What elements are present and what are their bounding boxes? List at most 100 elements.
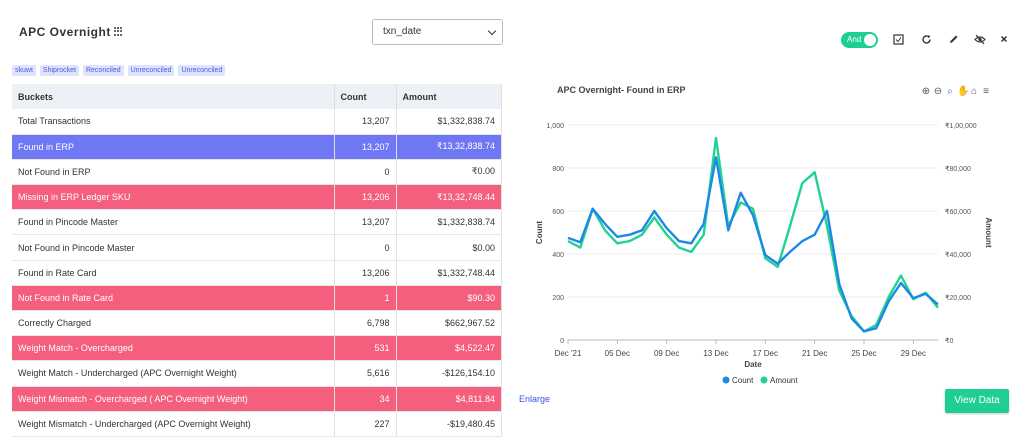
table-row[interactable]: Weight Mismatch - Overcharged ( APC Over… — [12, 386, 502, 412]
edit-icon[interactable] — [947, 34, 959, 46]
date-field-value: txn_date — [383, 26, 422, 37]
filter-tag[interactable]: Unreconciled — [127, 65, 175, 76]
toggle-knob — [864, 34, 876, 46]
table-row[interactable]: Weight Match - Overcharged 531 $4,522.47 — [12, 335, 502, 362]
table-row[interactable]: Not Found in ERP 0 ₹0.00 — [12, 159, 502, 186]
table-row[interactable]: Missing in ERP Ledger SKU 13,206 ₹13,32,74… — [12, 184, 502, 211]
zoom-select-icon[interactable]: ⌕ — [947, 86, 953, 97]
y-left-tick-label: 400 — [552, 252, 564, 259]
toggle-label: And — [847, 35, 862, 44]
line-chart: 0 ₹0 200 ₹20,000 400 ₹40,000 600 ₹60,000 800 ₹80,… — [535, 122, 993, 385]
y-right-tick-label: ₹0 — [945, 337, 953, 345]
y-right-axis-title: Amount — [984, 217, 993, 248]
count-cell: 227 — [334, 411, 397, 437]
x-tick-label: 13 Dec — [703, 349, 728, 358]
legend-marker-amount — [760, 376, 768, 384]
bucket-cell: Weight Mismatch - Overcharged ( APC Over… — [12, 386, 335, 412]
date-field-select[interactable]: txn_date — [372, 19, 503, 45]
table-body: Total Transactions 13,207 $1,332,838.74 Fou… — [12, 109, 502, 437]
y-right-tick-label: ₹40,000 — [945, 251, 971, 259]
amount-cell: -$126,154.10 — [396, 360, 502, 387]
y-left-tick-label: 0 — [560, 338, 564, 345]
count-cell: 13,207 — [334, 134, 397, 160]
table-row[interactable]: Weight Match - Undercharged (APC Overnig… — [12, 360, 502, 387]
zoom-out-icon[interactable]: ⊖ — [933, 86, 943, 97]
amount-cell: $1,332,838.74 — [396, 109, 502, 135]
enlarge-link[interactable]: Enlarge — [519, 394, 551, 404]
table-row[interactable]: Not Found in Rate Card 1 $90.30 — [12, 285, 502, 312]
count-cell: 34 — [334, 386, 397, 412]
table-row[interactable]: Found in ERP 13,207 ₹13,32,838.74 — [12, 134, 502, 160]
column-header-buckets[interactable]: Buckets — [12, 84, 335, 109]
refresh-icon[interactable] — [920, 34, 932, 46]
x-tick-label: Dec '21 — [555, 349, 582, 358]
table-row[interactable]: Found in Rate Card 13,206 $1,332,748.44 — [12, 260, 502, 286]
count-cell: 5,616 — [334, 360, 397, 387]
bucket-cell: Found in ERP — [12, 134, 335, 160]
page-title: APC Overnight — [19, 25, 111, 39]
legend-label: Count — [732, 376, 754, 385]
chart-title: APC Overnight- Found in ERP — [557, 85, 686, 95]
view-data-button[interactable]: View Data — [945, 389, 1009, 413]
table-row[interactable]: Weight Mismatch - Undercharged (APC Over… — [12, 411, 502, 437]
filter-tag[interactable]: Shiprocket — [39, 65, 79, 76]
x-tick-label: 25 Dec — [851, 349, 876, 358]
x-tick-label: 05 Dec — [605, 349, 630, 358]
bucket-cell: Not Found in Pincode Master — [12, 234, 335, 261]
checkbox-icon[interactable] — [892, 34, 904, 46]
amount-cell: $662,967.52 — [396, 310, 502, 337]
bucket-cell: Weight Match - Undercharged (APC Overnig… — [12, 360, 335, 387]
count-cell: 1 — [334, 285, 397, 312]
amount-cell: ₹13,32,838.74 — [396, 134, 502, 160]
amount-cell: $90.30 — [396, 285, 502, 312]
amount-cell: $1,332,748.44 — [396, 260, 502, 286]
y-left-axis-title: Count — [535, 221, 544, 244]
close-icon[interactable] — [998, 34, 1010, 46]
amount-cell: ₹13,32,748.44 — [396, 184, 502, 211]
column-header-count[interactable]: Count — [334, 84, 397, 109]
menu-icon[interactable]: ≡ — [983, 86, 989, 97]
and-toggle[interactable]: And — [841, 32, 878, 48]
count-cell: 531 — [334, 335, 397, 362]
legend-marker-count — [722, 376, 730, 384]
table-row[interactable]: Correctly Charged 6,798 $662,967.52 — [12, 310, 502, 337]
hide-icon[interactable] — [974, 34, 986, 46]
table-grid-icon[interactable] — [114, 27, 123, 36]
bucket-cell: Found in Pincode Master — [12, 209, 335, 236]
buckets-table: Buckets Count Amount Total Transactions 1… — [12, 84, 502, 437]
count-cell: 13,206 — [334, 260, 397, 286]
filter-tag[interactable]: skuwt — [12, 65, 36, 76]
filter-tag[interactable]: Unreconciled — [178, 65, 226, 76]
legend-label: Amount — [770, 376, 798, 385]
bucket-cell: Weight Mismatch - Undercharged (APC Over… — [12, 411, 335, 437]
table-row[interactable]: Not Found in Pincode Master 0 $0.00 — [12, 234, 502, 261]
x-tick-label: 09 Dec — [654, 349, 679, 358]
chevron-down-icon — [487, 26, 497, 36]
amount-cell: -$19,480.45 — [396, 411, 502, 437]
table-header-row: Buckets Count Amount — [12, 84, 502, 109]
count-cell: 13,207 — [334, 109, 397, 135]
zoom-in-icon[interactable]: ⊕ — [921, 86, 931, 97]
bucket-cell: Missing in ERP Ledger SKU — [12, 184, 335, 211]
amount-cell: $0.00 — [396, 234, 502, 261]
filter-tag[interactable]: Reconciled — [82, 65, 124, 76]
count-cell: 0 — [334, 159, 397, 186]
home-icon[interactable]: ⌂ — [970, 86, 978, 97]
y-right-tick-label: ₹20,000 — [945, 294, 971, 302]
table-row[interactable]: Found in Pincode Master 13,207 $1,332,838.… — [12, 209, 502, 236]
y-right-tick-label: ₹1,00,000 — [945, 122, 977, 130]
table-row[interactable]: Total Transactions 13,207 $1,332,838.74 — [12, 109, 502, 135]
pan-icon[interactable]: ✋ — [957, 86, 970, 97]
bucket-cell: Not Found in Rate Card — [12, 285, 335, 312]
bucket-cell: Weight Match - Overcharged — [12, 335, 335, 362]
column-header-amount[interactable]: Amount — [396, 84, 502, 109]
chart-toolbar: ⊕ ⊖ ⌕ ✋ ⌂ ≡ — [921, 86, 991, 97]
x-axis-title: Date — [744, 360, 762, 369]
count-cell: 6,798 — [334, 310, 397, 337]
y-left-tick-label: 800 — [552, 166, 564, 173]
x-tick-label: 21 Dec — [802, 349, 827, 358]
bucket-cell: Not Found in ERP — [12, 159, 335, 186]
count-cell: 13,207 — [334, 209, 397, 236]
filter-tags: skuwt Shiprocket Reconciled Unreconciled… — [12, 65, 226, 76]
bucket-cell: Found in Rate Card — [12, 260, 335, 286]
